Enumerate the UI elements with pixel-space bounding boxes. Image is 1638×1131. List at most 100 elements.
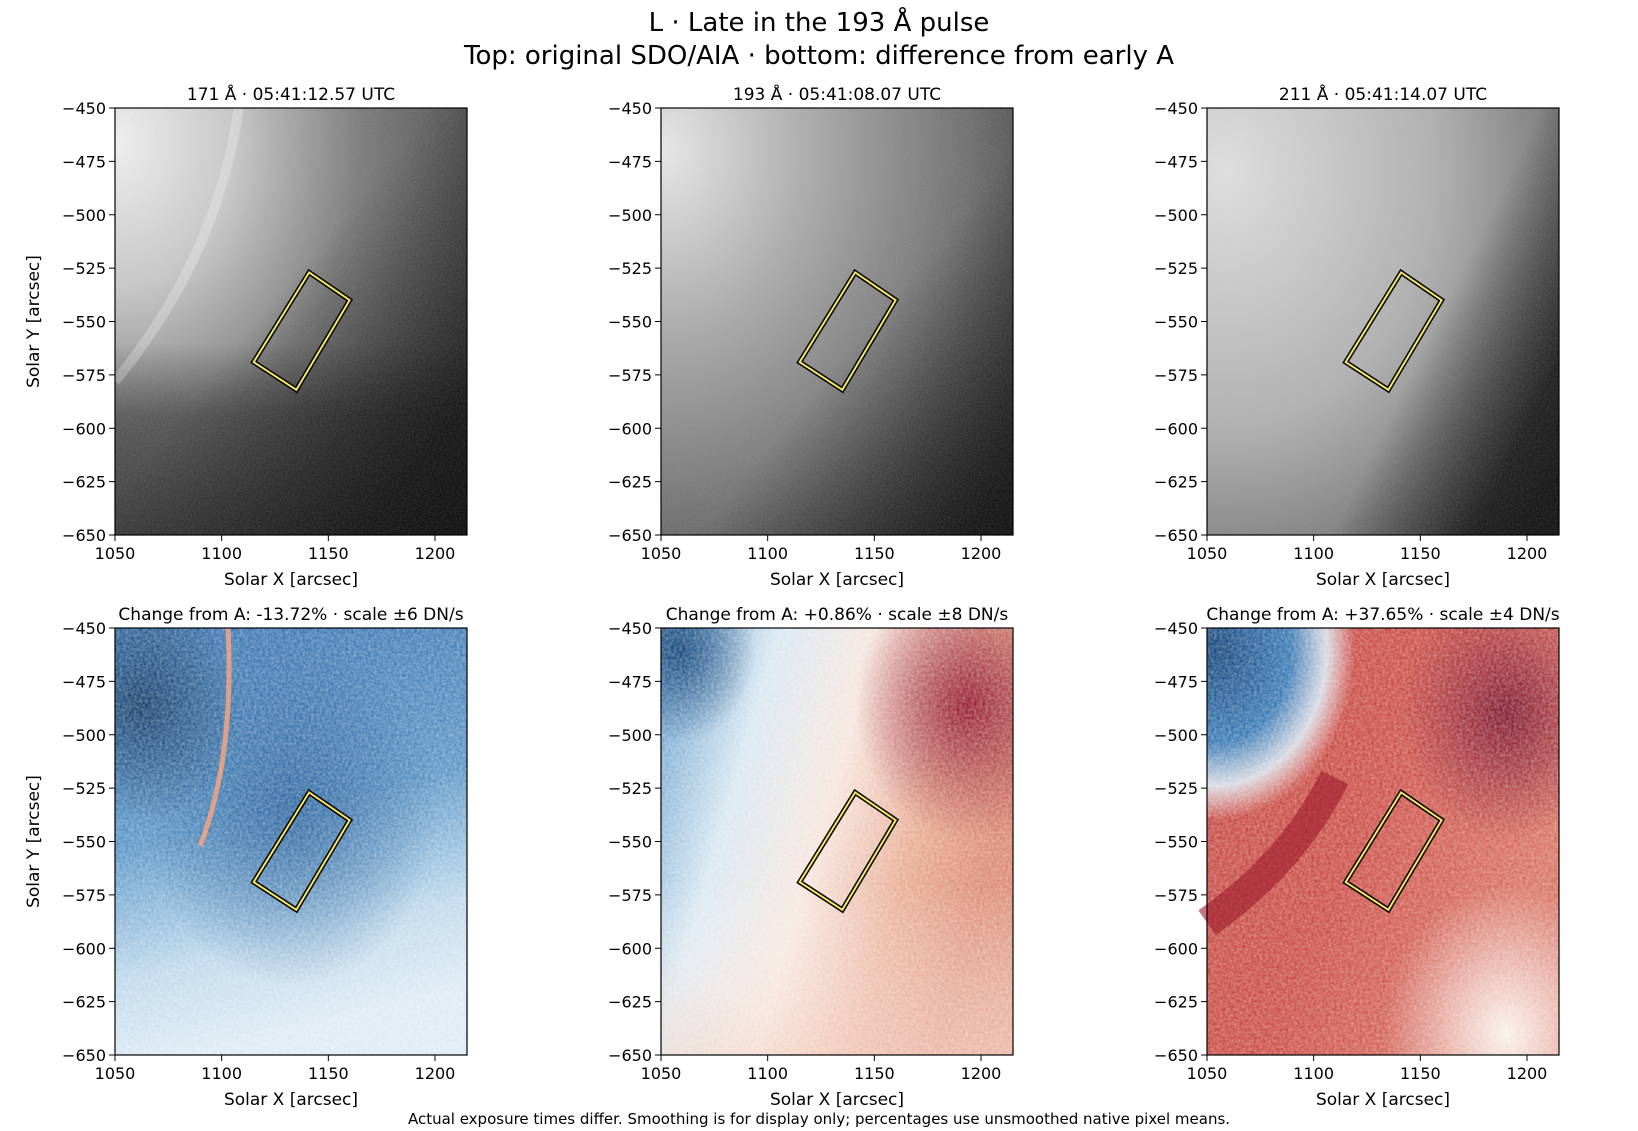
- y-tick-label: −475: [62, 152, 106, 171]
- y-tick-label: −625: [1154, 993, 1198, 1012]
- x-axis-label: Solar X [arcsec]: [224, 1090, 358, 1110]
- x-tick-label: 1100: [201, 544, 242, 563]
- x-tick-label: 1200: [961, 1064, 1002, 1083]
- y-tick-label: −450: [1154, 619, 1198, 638]
- x-tick-label: 1100: [1293, 544, 1334, 563]
- image-texture: [1207, 628, 1559, 1055]
- y-tick-label: −650: [62, 1046, 106, 1065]
- roi-box: [798, 790, 898, 912]
- x-tick-label: 1050: [1187, 1064, 1228, 1083]
- y-tick-label: −525: [1154, 779, 1198, 798]
- roi-box: [252, 270, 352, 392]
- y-tick-label: −450: [62, 619, 106, 638]
- y-tick-label: −650: [608, 526, 652, 545]
- y-tick-label: −575: [62, 366, 106, 385]
- y-tick-label: −475: [608, 672, 652, 691]
- y-tick-label: −650: [1154, 526, 1198, 545]
- y-tick-label: −550: [62, 313, 106, 332]
- y-axis-label: Solar Y [arcsec]: [24, 775, 44, 908]
- y-tick-label: −500: [608, 726, 652, 745]
- y-axis-label: Solar Y [arcsec]: [24, 255, 44, 388]
- x-tick-label: 1050: [641, 1064, 682, 1083]
- image-texture: [661, 628, 1013, 1055]
- limb-arc: [111, 107, 244, 385]
- x-tick-label: 1150: [854, 544, 895, 563]
- panel-top-193: 1050 1100 1150 1200 −450 −475 −500 −525 −550 −575…: [608, 83, 1014, 590]
- y-tick-label: −600: [608, 419, 652, 438]
- y-tick-label: −525: [62, 779, 106, 798]
- y-tick-label: −625: [1154, 473, 1198, 492]
- x-axis-label: Solar X [arcsec]: [1316, 1090, 1450, 1110]
- figure-title-line1: L · Late in the 193 Å pulse: [649, 6, 990, 38]
- y-tick-label: −525: [608, 259, 652, 278]
- panel-top-171: 1050 1100 1150 1200 −450 −475 −500 −525 −550 −575…: [24, 83, 468, 590]
- x-tick-label: 1050: [95, 1064, 136, 1083]
- y-tick-label: −650: [608, 1046, 652, 1065]
- y-tick-label: −650: [1154, 1046, 1198, 1065]
- y-tick-label: −500: [62, 206, 106, 225]
- panel-title: Change from A: -13.72% · scale ±6 DN/s: [118, 605, 463, 625]
- y-tick-label: −500: [608, 206, 652, 225]
- x-tick-label: 1200: [961, 544, 1002, 563]
- bright-front: [1198, 770, 1349, 935]
- roi-box: [798, 270, 898, 392]
- y-tick-label: −550: [62, 833, 106, 852]
- y-tick-label: −650: [62, 526, 106, 545]
- panel-title: 211 Å · 05:41:14.07 UTC: [1279, 83, 1487, 105]
- y-tick-label: −575: [62, 886, 106, 905]
- y-tick-label: −475: [1154, 152, 1198, 171]
- x-tick-label: 1100: [1293, 1064, 1334, 1083]
- y-tick-label: −475: [608, 152, 652, 171]
- x-tick-label: 1200: [1507, 1064, 1548, 1083]
- image-texture: [115, 628, 467, 1055]
- x-tick-label: 1100: [747, 1064, 788, 1083]
- panel-title: 171 Å · 05:41:12.57 UTC: [187, 83, 395, 105]
- y-tick-label: −600: [1154, 939, 1198, 958]
- roi-box: [1344, 270, 1444, 392]
- x-tick-label: 1150: [1400, 544, 1441, 563]
- y-tick-label: −550: [1154, 313, 1198, 332]
- y-tick-label: −600: [62, 939, 106, 958]
- y-tick-label: −525: [1154, 259, 1198, 278]
- roi-box: [252, 790, 352, 912]
- figure-title-line2: Top: original SDO/AIA · bottom: differen…: [463, 41, 1174, 71]
- x-tick-label: 1200: [415, 544, 456, 563]
- y-tick-label: −450: [608, 619, 652, 638]
- x-axis-label: Solar X [arcsec]: [770, 1090, 904, 1110]
- x-tick-label: 1100: [747, 544, 788, 563]
- panels-container: 1050 1100 1150 1200 −450 −475 −500 −525 −550 −575…: [24, 83, 1560, 1110]
- y-tick-label: −525: [62, 259, 106, 278]
- image-texture: [115, 108, 467, 535]
- image-texture: [661, 108, 1013, 535]
- x-tick-label: 1150: [308, 1064, 349, 1083]
- panel-diff-193: 1050 1100 1150 1200 −450 −475 −500 −525 −550 −575…: [608, 605, 1014, 1110]
- x-tick-label: 1100: [201, 1064, 242, 1083]
- x-tick-label: 1150: [1400, 1064, 1441, 1083]
- x-tick-label: 1050: [1187, 544, 1228, 563]
- image-texture: [1207, 108, 1559, 535]
- y-tick-label: −475: [1154, 672, 1198, 691]
- y-tick-label: −550: [1154, 833, 1198, 852]
- x-axis-label: Solar X [arcsec]: [770, 570, 904, 590]
- x-tick-label: 1050: [95, 544, 136, 563]
- panel-top-211: 1050 1100 1150 1200 −450 −475 −500 −525 −550 −575…: [1154, 83, 1560, 590]
- y-tick-label: −575: [608, 366, 652, 385]
- y-tick-label: −450: [1154, 99, 1198, 118]
- panel-diff-211: 1050 1100 1150 1200 −450 −475 −500 −525 −550 −575…: [1154, 605, 1560, 1110]
- x-tick-label: 1150: [308, 544, 349, 563]
- y-tick-label: −600: [62, 419, 106, 438]
- y-tick-label: −500: [62, 726, 106, 745]
- y-tick-label: −575: [608, 886, 652, 905]
- x-tick-label: 1200: [1507, 544, 1548, 563]
- y-tick-label: −600: [1154, 419, 1198, 438]
- y-tick-label: −625: [608, 993, 652, 1012]
- y-tick-label: −450: [62, 99, 106, 118]
- y-tick-label: −550: [608, 833, 652, 852]
- x-axis-label: Solar X [arcsec]: [224, 570, 358, 590]
- y-tick-label: −450: [608, 99, 652, 118]
- panel-title: Change from A: +0.86% · scale ±8 DN/s: [666, 605, 1009, 625]
- y-tick-label: −625: [608, 473, 652, 492]
- y-tick-label: −475: [62, 672, 106, 691]
- x-tick-label: 1050: [641, 544, 682, 563]
